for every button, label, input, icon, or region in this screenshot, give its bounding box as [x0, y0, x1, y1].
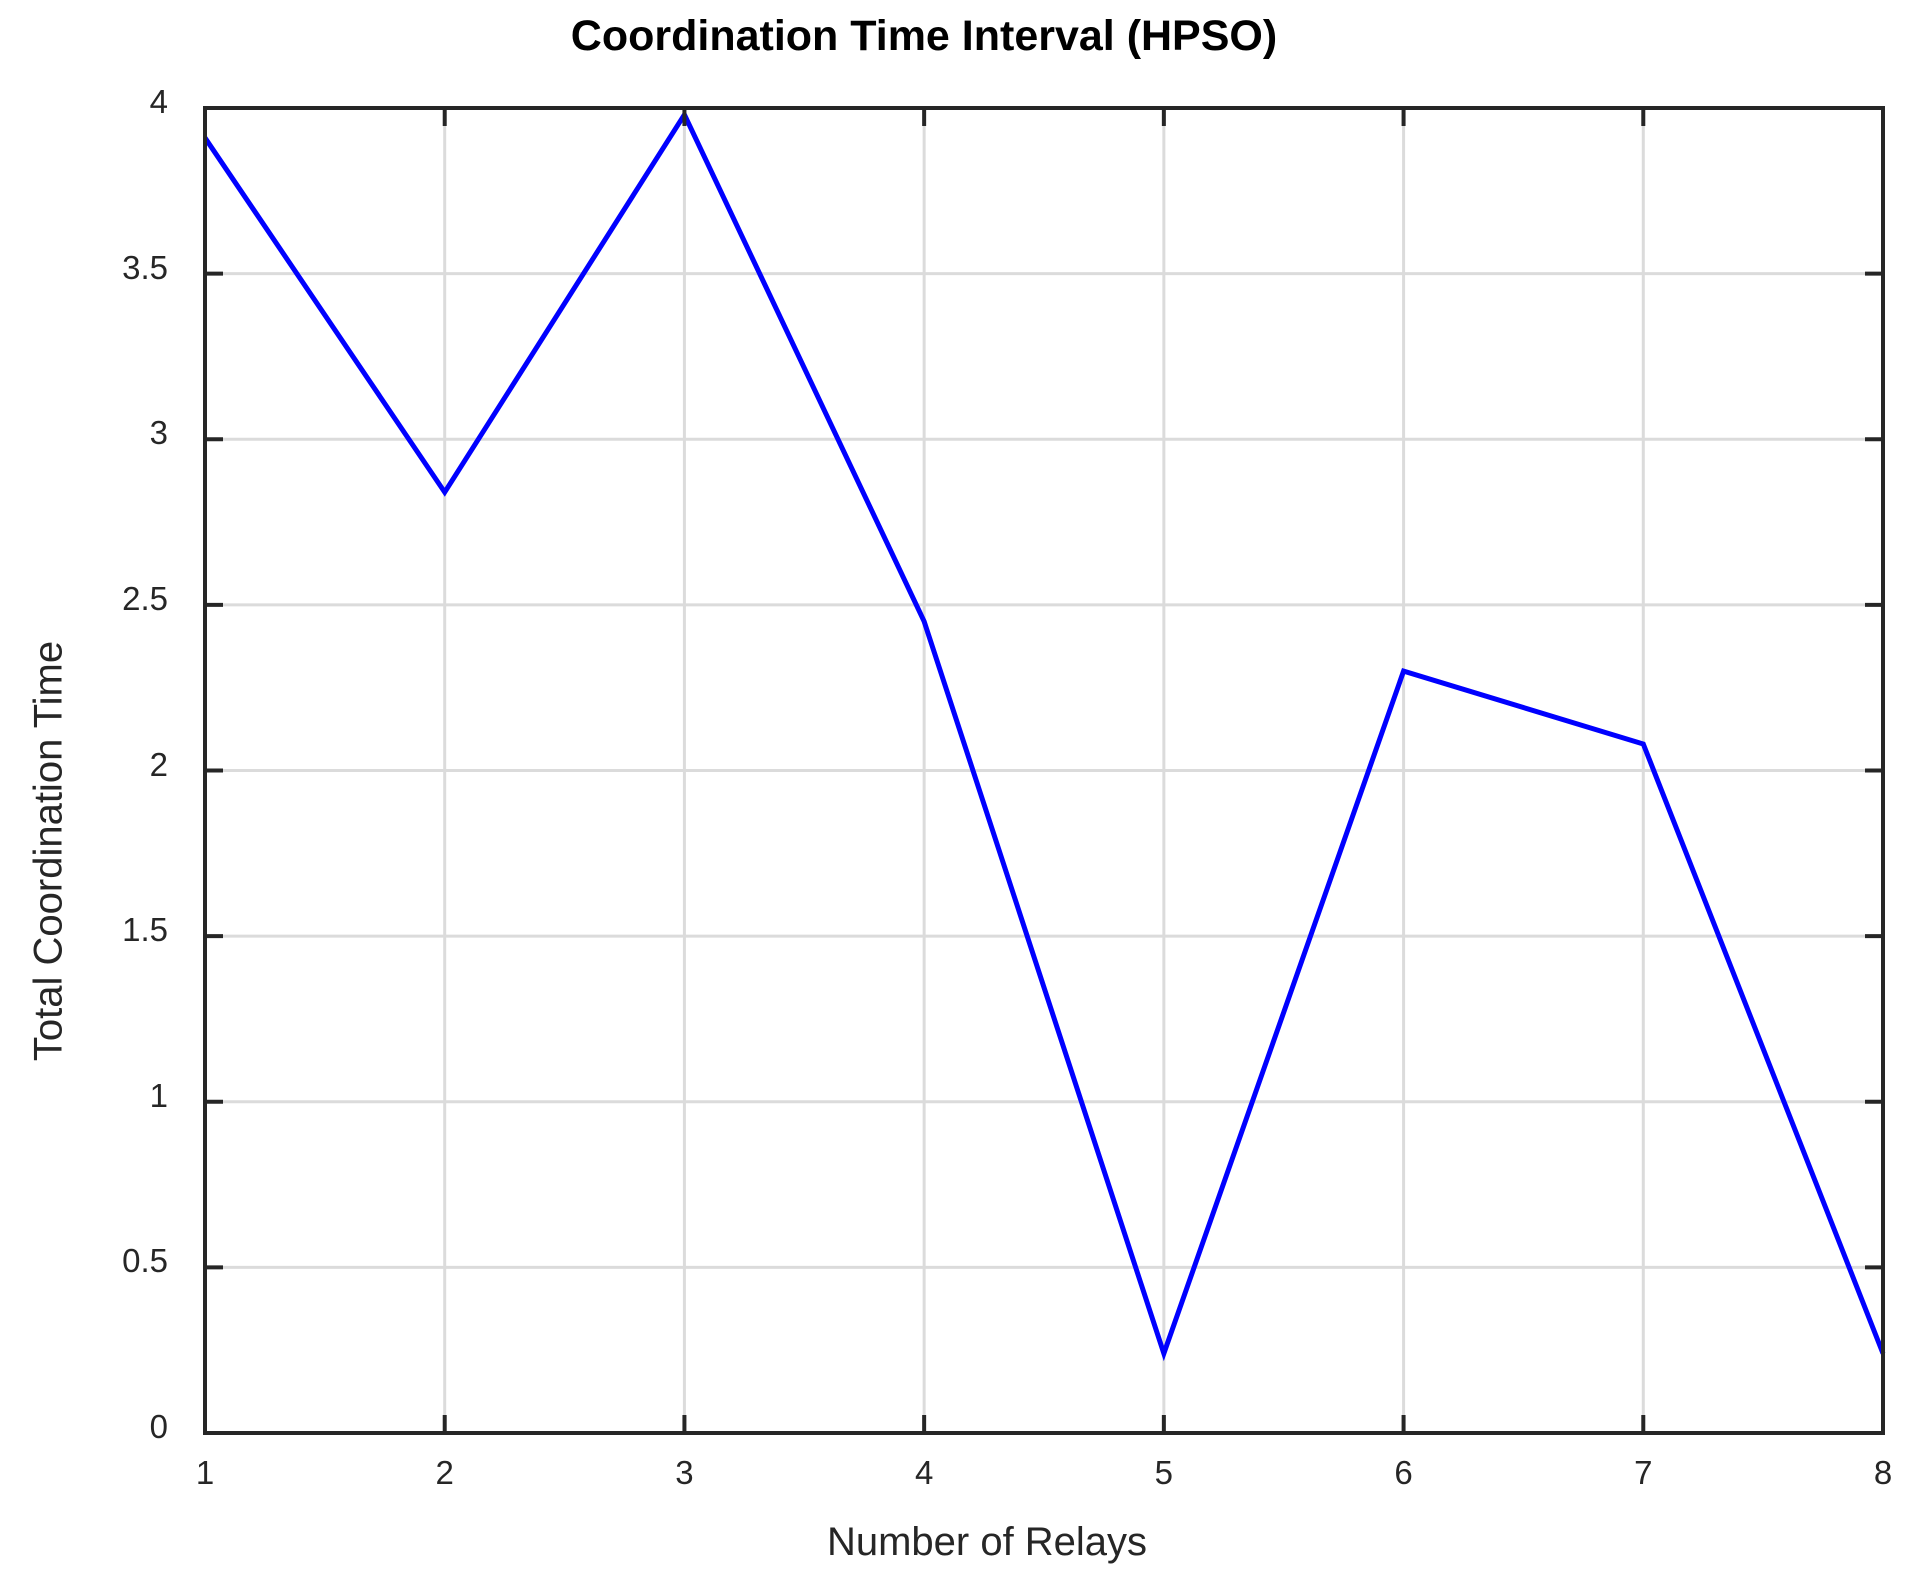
y-tick-label: 3.5	[122, 248, 168, 286]
x-tick-label: 4	[914, 1454, 934, 1491]
x-tick-label: 7	[1634, 1454, 1653, 1491]
axis-box	[203, 106, 1885, 1435]
y-tick-label: 3	[149, 414, 168, 452]
x-tick-label: 5	[1154, 1454, 1174, 1491]
x-tick-label: 2	[435, 1454, 454, 1491]
x-tick-label: 8	[1873, 1454, 1893, 1491]
x-tick-label: 3	[675, 1454, 694, 1491]
x-tick-label: 1	[195, 1454, 215, 1491]
data-line	[202, 109, 1886, 1362]
x-axis-label: Number of Relays	[826, 1520, 1148, 1564]
y-tick-label: 2	[149, 745, 168, 783]
y-tick-label: 1.5	[122, 911, 168, 949]
x-tick-label: 6	[1394, 1454, 1413, 1491]
y-tick-label: 4	[149, 83, 168, 120]
y-tick-label: 1	[149, 1076, 168, 1114]
y-tick-label: 2.5	[122, 579, 168, 617]
y-tick-label: 0	[149, 1408, 168, 1445]
chart-title: Coordination Time Interval (HPSO)	[570, 12, 1278, 60]
y-tick-label: 0.5	[122, 1242, 168, 1280]
